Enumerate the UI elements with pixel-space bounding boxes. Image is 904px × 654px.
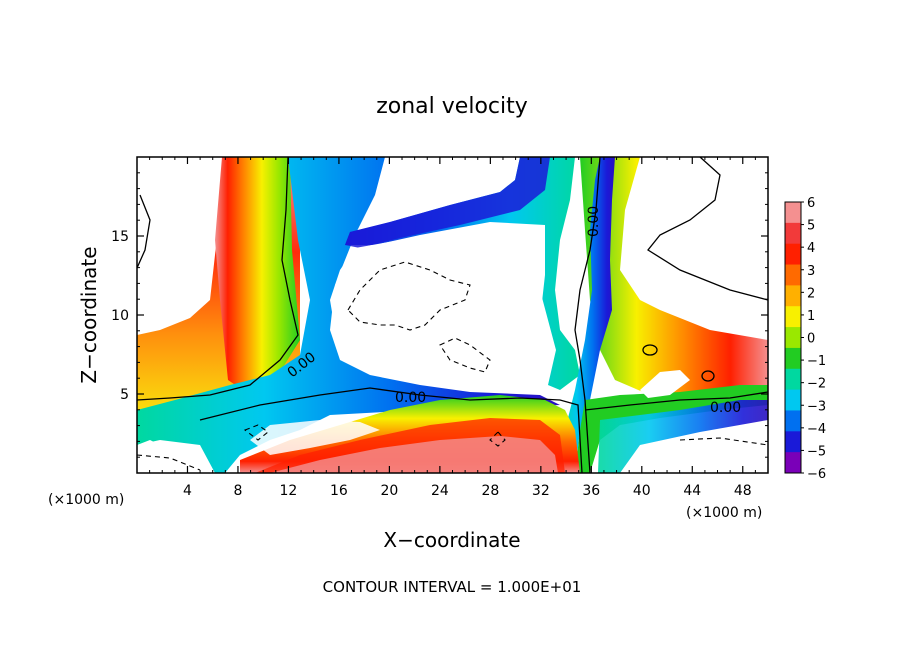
colorbar-swatch bbox=[785, 452, 801, 474]
colorbar: 6 5 4 3 2 1 0 −1 −2 −3 −4 −5 −6 bbox=[784, 196, 826, 482]
colorbar-swatch bbox=[785, 202, 801, 224]
y-tick-label: 10 bbox=[111, 308, 129, 324]
x-unit-left: (×1000 m) bbox=[48, 492, 124, 508]
colorbar-swatch bbox=[785, 264, 801, 286]
colorbar-swatch bbox=[785, 389, 801, 411]
x-tick-label: 4 bbox=[183, 483, 192, 499]
colorbar-swatch bbox=[785, 243, 801, 266]
x-tick-label: 16 bbox=[330, 483, 348, 499]
colorbar-label: −2 bbox=[807, 377, 826, 392]
x-tick-label: 32 bbox=[532, 483, 550, 499]
colorbar-label: −4 bbox=[807, 422, 826, 437]
plot-area: 0.00 0.00 0.00 0.00 bbox=[137, 157, 768, 473]
chart-title: zonal velocity bbox=[376, 94, 528, 119]
colorbar-label: −1 bbox=[807, 354, 826, 369]
colorbar-swatch bbox=[785, 431, 801, 453]
right-negative-strip bbox=[560, 157, 615, 473]
contour-label-3: 0.00 bbox=[586, 206, 602, 237]
left-positive-jet bbox=[215, 157, 300, 395]
right-positive-jet bbox=[580, 157, 768, 395]
colorbar-swatch bbox=[785, 306, 801, 328]
y-tick-label: 5 bbox=[120, 387, 129, 403]
colorbar-swatch bbox=[785, 410, 801, 432]
contour-lines-dashed bbox=[137, 261, 768, 471]
x-tick-label: 20 bbox=[380, 483, 398, 499]
x-tick-label: 40 bbox=[633, 483, 651, 499]
y-tick-label: 15 bbox=[111, 229, 129, 245]
colorbar-label: 4 bbox=[807, 241, 815, 256]
colorbar-label: 0 bbox=[807, 332, 815, 347]
colorbar-label: 5 bbox=[807, 219, 815, 234]
x-tick-label: 24 bbox=[431, 483, 449, 499]
x-tick-label: 48 bbox=[734, 483, 752, 499]
colorbar-swatch bbox=[785, 347, 801, 370]
y-axis-ticks: 5 10 15 bbox=[111, 172, 768, 458]
contour-label-4: 0.00 bbox=[710, 400, 741, 416]
y-axis-label: Z−coordinate bbox=[77, 246, 101, 383]
colorbar-label: 3 bbox=[807, 264, 815, 279]
contour-label-2: 0.00 bbox=[395, 390, 426, 406]
left-negative-jet bbox=[137, 157, 560, 473]
colorbar-label: 2 bbox=[807, 286, 815, 301]
upper-blue-tongue bbox=[345, 157, 580, 390]
colorbar-swatch bbox=[785, 327, 801, 349]
colorbar-label: −3 bbox=[807, 399, 826, 414]
colorbar-label: 6 bbox=[807, 196, 815, 211]
colorbar-label: 1 bbox=[807, 309, 815, 324]
colorbar-swatch bbox=[785, 285, 801, 307]
x-tick-label: 36 bbox=[582, 483, 600, 499]
contour-lines-solid bbox=[137, 157, 768, 473]
contour-interval-footer: CONTOUR INTERVAL = 1.000E+01 bbox=[323, 578, 582, 596]
colorbar-swatch bbox=[785, 368, 801, 391]
x-tick-label: 8 bbox=[233, 483, 242, 499]
x-tick-label: 44 bbox=[683, 483, 701, 499]
colorbar-label: −6 bbox=[807, 467, 826, 482]
x-axis-label: X−coordinate bbox=[383, 528, 520, 552]
colorbar-label: −5 bbox=[807, 444, 826, 459]
x-tick-label: 12 bbox=[280, 483, 298, 499]
colorbar-swatch bbox=[785, 222, 801, 245]
x-axis-ticks: 4 8 12 16 20 24 28 32 36 40 44 48 bbox=[149, 157, 756, 499]
x-unit-right: (×1000 m) bbox=[686, 505, 762, 521]
x-tick-label: 28 bbox=[481, 483, 499, 499]
